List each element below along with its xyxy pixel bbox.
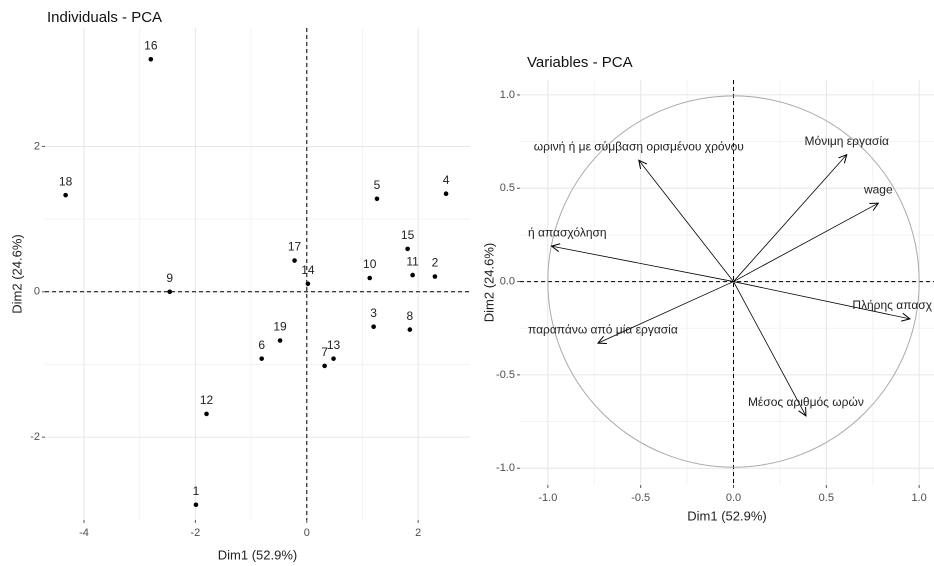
x-tick-label: -4: [79, 527, 89, 539]
arrow-label: παραπάνω από μία εργασία: [528, 322, 678, 336]
point: [443, 191, 449, 196]
y-tick-label: -1.0: [496, 462, 515, 474]
arrow-label: ή απασχόληση: [528, 225, 607, 239]
point-label: 16: [144, 38, 158, 52]
point-label: 8: [406, 309, 413, 323]
x-tick-label: 1.0: [911, 492, 926, 504]
point: [193, 502, 199, 508]
point-label: 14: [301, 263, 315, 277]
point-label: 9: [166, 271, 173, 285]
point: [331, 356, 336, 361]
x-tick-label: 0.0: [726, 492, 741, 504]
point: [277, 338, 283, 343]
x-tick-label: 2: [415, 527, 421, 539]
point: [204, 411, 209, 417]
x-tick-label: -1.0: [538, 492, 557, 504]
point: [374, 196, 380, 202]
point: [148, 56, 154, 62]
arrow: [639, 160, 734, 282]
y-tick-label: 0.0: [500, 275, 515, 287]
arrow-label: wage: [863, 182, 893, 196]
point-label: 4: [443, 173, 450, 187]
point-label: 2: [432, 256, 439, 270]
arrow: [733, 281, 805, 416]
point-label: 1: [193, 484, 200, 498]
y-tick-label: -0.5: [496, 369, 515, 381]
point: [259, 356, 264, 361]
point: [305, 281, 311, 287]
point-label: 13: [327, 338, 341, 352]
chart-title: Individuals - PCA: [47, 9, 162, 26]
arrow: [733, 281, 909, 319]
point: [410, 272, 415, 278]
x-tick-label: 0: [304, 527, 310, 539]
point-label: 17: [288, 240, 302, 254]
arrow: [552, 246, 734, 282]
x-axis-title: Dim1 (52.9%): [687, 508, 766, 523]
point: [371, 324, 376, 329]
point-label: 18: [59, 174, 73, 188]
arrow-label: ωρινή ή με σύμβαση ορισμένου χρόνου: [534, 139, 744, 153]
point-label: 7: [321, 345, 328, 359]
y-tick-label: 0.5: [500, 182, 515, 194]
y-tick-label: -2: [30, 431, 40, 443]
arrow: [733, 155, 846, 282]
y-tick-label: 2: [34, 140, 40, 152]
arrow-label: Πλήρης απασχ: [852, 298, 932, 312]
chart-title: Variables - PCA: [527, 54, 633, 71]
point: [367, 275, 373, 281]
point-label: 10: [363, 257, 377, 271]
y-axis-title: Dim2 (24.6%): [9, 234, 24, 313]
point: [405, 246, 410, 252]
y-tick-label: 0: [34, 286, 40, 298]
y-axis-title: Dim2 (24.6%): [481, 243, 496, 322]
point-label: 11: [406, 254, 419, 268]
arrow-label: Μόνιμη εργασία: [805, 134, 889, 148]
point-label: 15: [401, 228, 415, 242]
x-tick-label: -2: [191, 527, 201, 539]
point-label: 19: [273, 320, 287, 334]
arrow: [598, 281, 734, 344]
arrow-label: Μέσος αριθμός ωρών: [748, 395, 864, 409]
point: [407, 327, 413, 332]
point-label: 12: [200, 393, 214, 407]
point: [63, 192, 68, 198]
x-tick-label: -0.5: [631, 492, 650, 504]
arrow: [733, 203, 878, 282]
y-tick-label: 1.0: [500, 89, 515, 101]
unit-circle: [547, 95, 920, 468]
point: [432, 274, 438, 279]
point-label: 6: [258, 338, 265, 352]
point: [322, 363, 327, 369]
x-tick-label: 0.5: [819, 492, 834, 504]
point: [167, 289, 173, 295]
point: [292, 258, 297, 263]
point-label: 3: [370, 306, 377, 320]
x-axis-title: Dim1 (52.9%): [218, 547, 297, 562]
point-label: 5: [374, 178, 381, 192]
